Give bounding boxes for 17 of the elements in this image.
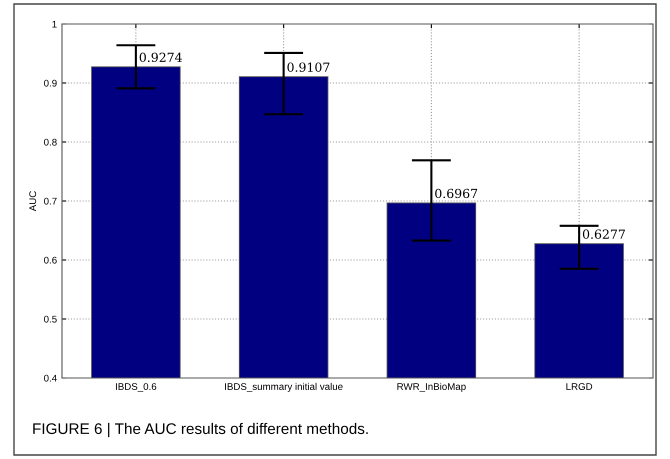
x-tick-label: IBDS_0.6 — [116, 383, 156, 392]
x-tick-label: LRGD — [566, 383, 592, 390]
x-tick-label: IBDS_summary initial value — [225, 382, 343, 392]
data-label: 0.9107 — [287, 62, 330, 72]
data-label: 0.6967 — [435, 188, 478, 198]
data-label: 0.6277 — [582, 229, 625, 239]
x-tick-label: RWR_InBioMap — [397, 382, 466, 392]
y-tick-label: 0.8 — [44, 138, 57, 146]
y-tick-label: 0.9 — [44, 80, 57, 87]
caption: FIGURE 6 | The AUC results of different methods. — [33, 422, 368, 438]
y-tick-label: 0.6 — [44, 256, 57, 264]
y-axis-title: AUC — [29, 191, 36, 212]
data-label: 0.9274 — [140, 52, 182, 62]
y-tick-label: 0.5 — [44, 316, 57, 323]
y-tick-label: 1 — [52, 20, 57, 28]
y-tick-label: 0.7 — [44, 198, 57, 205]
y-tick-label: 0.4 — [44, 374, 57, 382]
